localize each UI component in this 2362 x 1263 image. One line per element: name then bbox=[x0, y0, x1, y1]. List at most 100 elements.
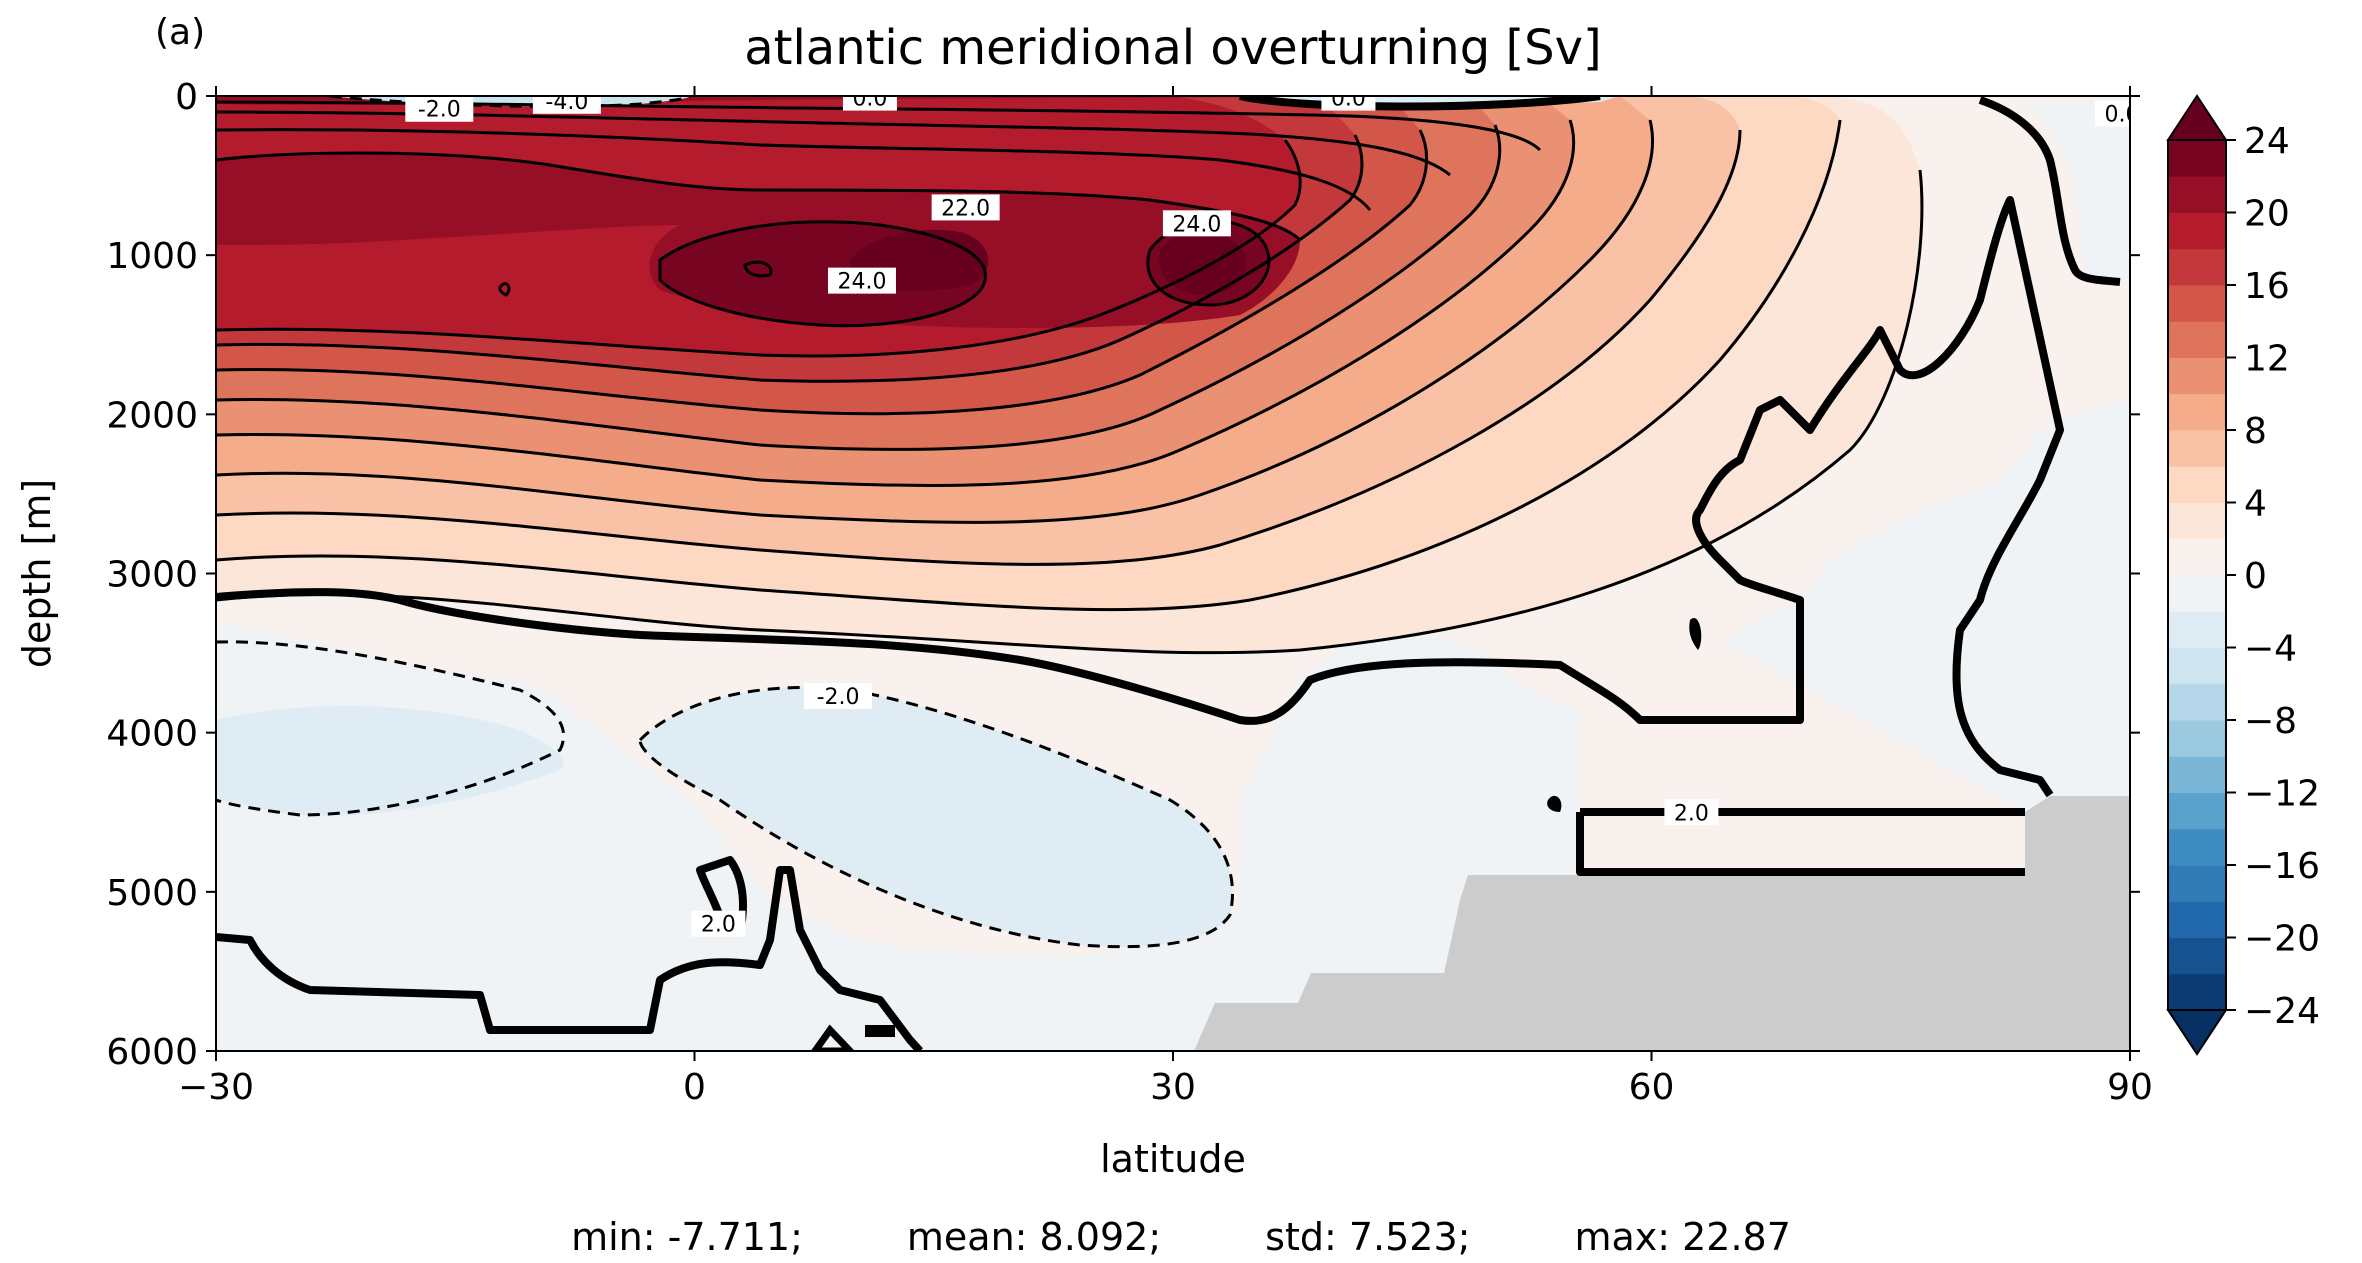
colorbar-segment-16 bbox=[2168, 393, 2226, 431]
plot-area: -2.0 -4.0 0.0 0.0 22.0 24.0 24.0 -2.0 2.0 2.0 0.0 bbox=[216, 87, 2140, 1051]
y-axis-label: depth [m] bbox=[15, 479, 59, 668]
stat-min: min: -7.711; bbox=[571, 1215, 803, 1259]
contour-line-5 bbox=[216, 124, 1502, 451]
colorbar: 24 20 16 12 8 4 0 −4 −8 −12 −16 −20 −24 bbox=[2166, 94, 2320, 1056]
contour-label-1: -4.0 bbox=[545, 90, 588, 115]
y-tick-label-4: 4000 bbox=[106, 714, 198, 755]
contour-label-bg-8 bbox=[691, 910, 746, 937]
contour-label-4: 22.0 bbox=[941, 196, 990, 221]
colorbar-segment-7 bbox=[2168, 720, 2226, 757]
contour-label-10: 0.0 bbox=[2105, 103, 2140, 128]
colorbar-segment-19 bbox=[2168, 285, 2226, 322]
negative-cell-north bbox=[2020, 100, 2130, 285]
negative-cell-west bbox=[216, 706, 564, 816]
contour-line-6 bbox=[216, 129, 1429, 416]
y-tick-label-0: 0 bbox=[175, 77, 198, 118]
stat-mean: mean: 8.092; bbox=[906, 1215, 1162, 1259]
contour-label-bg-3 bbox=[1321, 96, 1376, 111]
y-tick-label-1: 1000 bbox=[106, 236, 198, 277]
contour-label-3: 0.0 bbox=[1331, 87, 1366, 112]
y-tick-label-3: 3000 bbox=[106, 555, 198, 596]
colorbar-segment-9 bbox=[2168, 647, 2226, 685]
colorbar-segment-23 bbox=[2168, 140, 2226, 177]
colorbar-tick-label-6: 0 bbox=[2244, 556, 2267, 597]
contour-small-5 bbox=[1547, 795, 1562, 812]
contour-label-bg-5 bbox=[1162, 210, 1231, 237]
colorbar-tick-label-7: −4 bbox=[2244, 629, 2297, 670]
colorbar-segment-1 bbox=[2168, 937, 2226, 975]
contour-dashed-0 bbox=[216, 640, 566, 817]
contour-label-bg-4 bbox=[931, 194, 1000, 221]
contour-label-5: 24.0 bbox=[1172, 212, 1221, 237]
colorbar-segment-8 bbox=[2168, 683, 2226, 721]
stat-std: std: 7.523; bbox=[1265, 1215, 1471, 1259]
y-tick-label-5: 5000 bbox=[106, 873, 198, 914]
contour-line-8 bbox=[216, 139, 1302, 358]
colorbar-tick-label-0: 24 bbox=[2244, 121, 2290, 162]
contour-label-bg-10 bbox=[2095, 100, 2130, 127]
contour-small-2 bbox=[498, 282, 511, 297]
contour-label-bg-0 bbox=[405, 96, 474, 122]
colorbar-tick-label-5: 4 bbox=[2244, 484, 2267, 525]
contour-line-1 bbox=[216, 119, 1842, 612]
colorbar-segment-4 bbox=[2168, 828, 2226, 866]
y-tick-label-2: 2000 bbox=[106, 395, 198, 436]
contour-zero-0 bbox=[216, 196, 2064, 798]
colorbar-tick-label-9: −12 bbox=[2244, 774, 2320, 815]
colorbar-segment-3 bbox=[2168, 865, 2226, 902]
x-tick-label-2: 30 bbox=[1150, 1067, 1196, 1108]
x-tick-label-1: 0 bbox=[683, 1067, 706, 1108]
y-tick-label-6: 6000 bbox=[106, 1032, 198, 1073]
contour-small-4 bbox=[1689, 617, 1702, 650]
chart-title: atlantic meridional overturning [Sv] bbox=[744, 20, 1602, 76]
contour-line-7 bbox=[216, 134, 1364, 383]
contour-label-8: 2.0 bbox=[701, 913, 736, 938]
negative-cell-central bbox=[640, 687, 1233, 947]
contour-label-0: -2.0 bbox=[418, 98, 461, 123]
colorbar-tick-label-12: −24 bbox=[2244, 991, 2320, 1032]
contour-label-9: 2.0 bbox=[1674, 801, 1709, 826]
contour-zero-2 bbox=[1978, 96, 2121, 286]
colorbar-segment-20 bbox=[2168, 248, 2226, 286]
contour-line-12 bbox=[216, 128, 1372, 211]
contour-zero-4 bbox=[216, 866, 923, 1051]
contour-zero-3 bbox=[1576, 808, 2025, 876]
contour-label-2: 0.0 bbox=[852, 87, 887, 112]
colorbar-segment-22 bbox=[2168, 176, 2226, 213]
colorbar-segment-13 bbox=[2168, 502, 2226, 540]
contour-small-0 bbox=[810, 1024, 855, 1051]
contour-line-2 bbox=[216, 129, 1742, 566]
colorbar-tick-label-4: 8 bbox=[2244, 411, 2267, 452]
colorbar-segment-2 bbox=[2168, 901, 2226, 938]
colorbar-extend-bottom bbox=[2166, 1009, 2228, 1056]
contour-small-3 bbox=[743, 260, 773, 278]
contour-small-1 bbox=[865, 1025, 895, 1037]
colorbar-segment-12 bbox=[2168, 538, 2226, 576]
colorbar-tick-label-1: 20 bbox=[2244, 194, 2290, 235]
contour-line-4 bbox=[216, 119, 1576, 488]
contour-label-6: 24.0 bbox=[837, 270, 886, 295]
colorbar-tick-label-11: −20 bbox=[2244, 919, 2320, 960]
contour-line-9 bbox=[658, 220, 987, 328]
contour-label-bg-6 bbox=[827, 267, 896, 294]
contour-line-3 bbox=[216, 119, 1654, 524]
contour-label-bg-9 bbox=[1664, 799, 1719, 826]
contour-label-bg-1 bbox=[532, 96, 601, 114]
contour-line-0 bbox=[216, 169, 1924, 655]
colorbar-tick-label-2: 16 bbox=[2244, 266, 2290, 307]
stats-line: min: -7.711; mean: 8.092; std: 7.523; max: … bbox=[0, 1215, 2362, 1259]
contour-label-7: -2.0 bbox=[817, 685, 860, 710]
stat-max: max: 22.87 bbox=[1574, 1215, 1791, 1259]
colorbar-segment-11 bbox=[2168, 575, 2226, 612]
colorbar-segment-17 bbox=[2168, 357, 2226, 395]
colorbar-segment-5 bbox=[2168, 792, 2226, 830]
x-tick-label-0: −30 bbox=[178, 1067, 254, 1108]
contour-label-bg-2 bbox=[842, 96, 897, 111]
contour-line-11 bbox=[216, 151, 1302, 242]
colorbar-segment-15 bbox=[2168, 430, 2226, 467]
colorbar-tick-label-3: 12 bbox=[2244, 339, 2290, 380]
contour-zero-1 bbox=[1239, 96, 1601, 111]
colorbar-segment-14 bbox=[2168, 466, 2226, 503]
contour-label-bg-7 bbox=[804, 683, 873, 710]
